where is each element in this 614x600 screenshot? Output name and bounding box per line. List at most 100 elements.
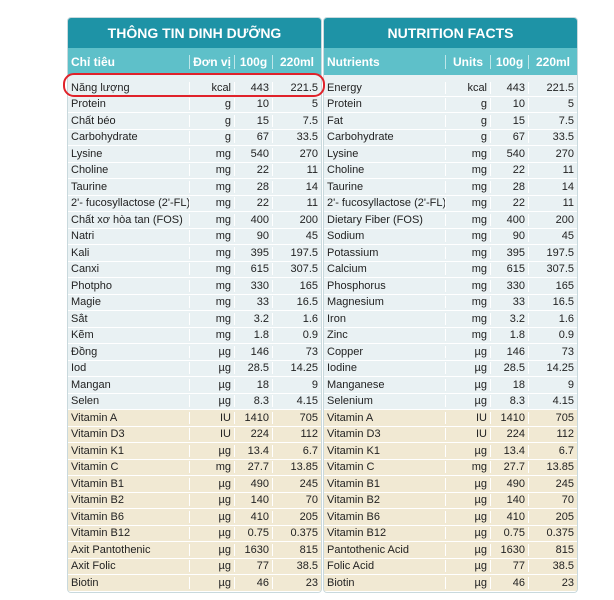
value-per-100g: 10 [235,98,273,111]
nutrient-name: Folic Acid [324,560,446,573]
nutrient-name: Vitamin A [324,411,446,424]
nutrient-unit: mg [446,197,491,210]
column-header-100g: 100g [491,54,529,69]
nutrient-unit: g [190,98,235,111]
value-per-100g: 410 [491,510,529,523]
table-row: Magie mg 33 16.5 [68,294,321,311]
nutrient-unit: µg [190,494,235,507]
nutrient-unit: µg [190,444,235,457]
nutrient-name: Vitamin K1 [324,444,446,457]
value-per-220ml: 70 [561,494,574,507]
value-per-100g: 13.4 [491,444,529,457]
value-per-220ml: 38.5 [296,560,318,573]
value-per-220ml: 200 [555,213,574,226]
nutrient-unit: IU [190,411,235,424]
table-row: Đồng µg 146 73 [68,344,321,361]
value-per-220ml: 73 [305,345,318,358]
value-per-100g: 10 [491,98,529,111]
nutrient-name: Vitamin D3 [324,428,446,441]
nutrient-name: Lysine [68,147,190,160]
nutrient-name: Kẽm [68,329,190,342]
nutrient-name: Dietary Fiber (FOS) [324,213,446,226]
nutrient-name: Pantothenic Acid [324,543,446,556]
nutrient-name: Vitamin C [324,461,446,474]
nutrient-unit: kcal [190,81,235,94]
nutrient-name: Iron [324,312,446,325]
nutrient-unit: mg [446,246,491,259]
nutrient-name: Zinc [324,329,446,342]
value-per-220ml: 11 [306,164,318,177]
table-row: Fat g 15 7.5 [324,113,577,130]
nutrient-unit: µg [190,527,235,540]
table-row: Axit Folic µg 77 38.5 [68,558,321,575]
table-row: Biotin µg 46 23 [324,575,577,592]
value-per-220ml: 6.7 [558,444,574,457]
nutrient-unit: µg [446,477,491,490]
nutrient-name: Kali [68,246,190,259]
value-per-100g: 15 [235,114,273,127]
value-per-100g: 1630 [235,543,273,556]
nutrient-name: Chất béo [68,114,190,127]
nutrient-name: Vitamin B6 [324,510,446,523]
nutrient-unit: mg [446,296,491,309]
value-per-100g: 1.8 [491,329,529,342]
table-row: Sodium mg 90 45 [324,228,577,245]
nutrient-unit: mg [190,147,235,160]
nutrient-name: Biotin [68,576,190,589]
value-per-220ml: 23 [305,576,318,589]
nutrition-table-english: NUTRITION FACTS Nutrients Units 100g 220… [323,17,578,593]
value-per-220ml: 73 [561,345,574,358]
nutrient-name: Selen [68,395,190,408]
nutrient-unit: mg [190,296,235,309]
nutrient-unit: mg [190,197,235,210]
value-per-220ml: 45 [561,230,574,243]
nutrient-unit: µg [190,477,235,490]
column-header-unit: Units [446,54,491,69]
value-per-220ml: 9 [567,378,574,391]
value-per-220ml: 70 [305,494,318,507]
nutrient-unit: µg [446,362,491,375]
value-per-100g: 490 [235,477,273,490]
column-header-row: Nutrients Units 100g 220ml [324,48,577,75]
nutrient-unit: mg [190,230,235,243]
nutrient-unit: µg [190,576,235,589]
value-per-100g: 46 [235,576,273,589]
value-per-100g: 77 [235,560,273,573]
nutrient-name: Axit Folic [68,560,190,573]
table-row: Vitamin B1 µg 490 245 [324,476,577,493]
value-per-100g: 8.3 [235,395,273,408]
nutrient-unit: IU [446,428,491,441]
value-per-220ml: 16.5 [552,296,574,309]
table-row: Choline mg 22 11 [324,162,577,179]
table-row: Axit Pantothenic µg 1630 815 [68,542,321,559]
table-row: Carbohydrate g 67 33.5 [68,129,321,146]
value-per-220ml: 5 [567,98,574,111]
table-row: Biotin µg 46 23 [68,575,321,592]
nutrient-unit: µg [190,345,235,358]
value-per-220ml: 165 [555,279,574,292]
column-header-row: Chỉ tiêu Đơn vị 100g 220ml [68,48,321,75]
value-per-220ml: 14.25 [546,362,574,375]
nutrient-unit: mg [190,279,235,292]
nutrient-unit: µg [446,510,491,523]
value-per-220ml: 16.5 [296,296,318,309]
value-per-100g: 90 [235,230,273,243]
table-row: Carbohydrate g 67 33.5 [324,129,577,146]
value-per-100g: 27.7 [491,461,529,474]
nutrient-unit: mg [446,329,491,342]
nutrient-unit: g [446,131,491,144]
value-per-220ml: 165 [299,279,318,292]
value-per-100g: 1.8 [235,329,273,342]
table-row: Phosphorus mg 330 165 [324,278,577,295]
nutrient-name: Vitamin B1 [324,477,446,490]
table-row: Zinc mg 1.8 0.9 [324,327,577,344]
table-row: Vitamin K1 µg 13.4 6.7 [324,443,577,460]
table-row: Selenium µg 8.3 4.15 [324,393,577,410]
nutrition-table-vietnamese: THÔNG TIN DINH DƯỠNG Chỉ tiêu Đơn vị 100… [67,17,322,593]
nutrient-name: Vitamin B2 [324,494,446,507]
nutrient-unit: µg [190,378,235,391]
nutrient-name: Fat [324,114,446,127]
column-header-220ml: 220ml [279,54,315,69]
